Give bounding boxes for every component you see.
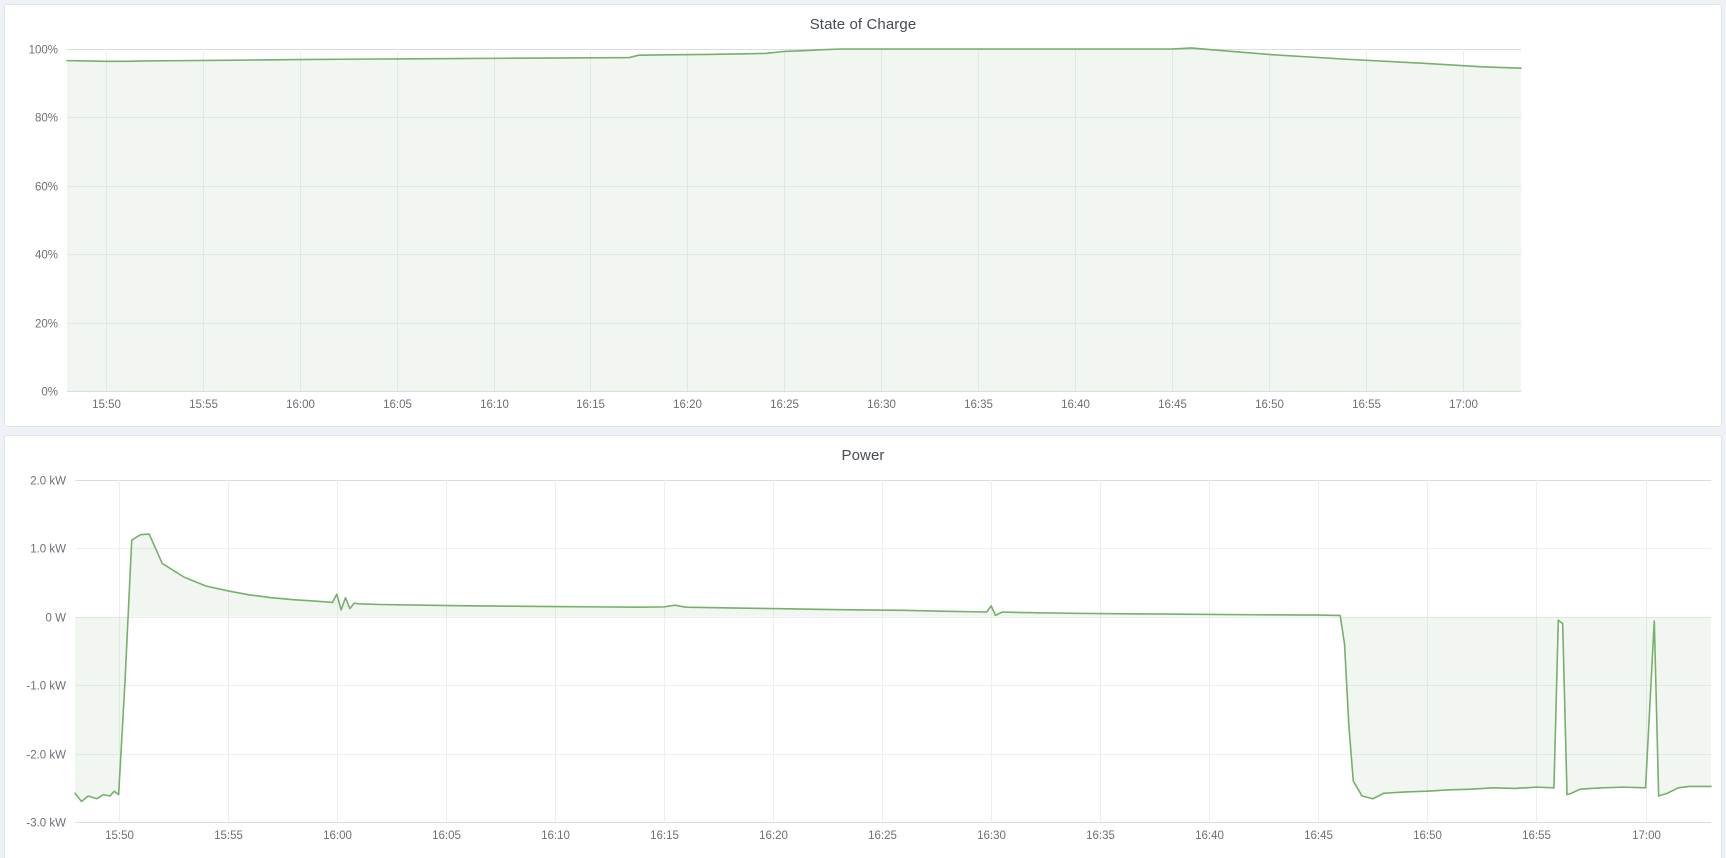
y-tick-label: 20% [35,319,58,331]
y-tick-label: 0% [41,387,58,399]
x-tick-label: 16:05 [432,830,461,842]
x-tick-label: 16:05 [383,399,412,411]
x-tick-label: 16:10 [480,399,509,411]
chart-svg-power[interactable]: -3.0 kW -2.0 kW -1.0 kW 0 W 1.0 kW 2.0 kW 15:5… [5,470,1721,858]
x-tick-label: 15:50 [105,830,134,842]
x-tick-label: 15:55 [214,830,243,842]
x-tick-label: 17:00 [1449,399,1478,411]
x-tick-label: 15:55 [189,399,218,411]
y-tick-label: 0 W [46,613,67,625]
x-tick-label: 16:50 [1255,399,1284,411]
y-tick-label: -2.0 kW [26,750,66,762]
x-tick-label: 16:20 [759,830,788,842]
y-tick-label: 100% [29,45,58,57]
x-tick-label: 16:30 [867,399,896,411]
y-tick-label: 40% [35,250,58,262]
x-tick-label: 16:50 [1413,830,1442,842]
y-tick-label: -3.0 kW [26,818,66,830]
x-tick-label: 16:25 [868,830,897,842]
y-tick-label: -1.0 kW [26,681,66,693]
x-tick-label: 16:15 [650,830,679,842]
x-tick-label: 17:00 [1632,830,1661,842]
x-tick-label: 16:25 [770,399,799,411]
x-tick-label: 16:00 [286,399,315,411]
series-line [74,533,1712,803]
x-tick-label: 16:45 [1158,399,1187,411]
y-tick-label: 80% [35,113,58,125]
x-tick-label: 16:55 [1522,830,1551,842]
x-tick-label: 16:40 [1061,399,1090,411]
x-tick-label: 16:35 [964,399,993,411]
x-tick-label: 16:55 [1352,399,1381,411]
x-tick-label: 16:10 [541,830,570,842]
panel-state-of-charge: State of Charge 0% 20% 40% 60% 80% 100% 15:50 1… [4,4,1722,427]
chart-svg-state-of-charge[interactable]: 0% 20% 40% 60% 80% 100% 15:50 15:55 16:00 16:05 16… [5,39,1721,427]
y-tick-label: 1.0 kW [30,544,66,556]
panel-title-power: Power [841,447,885,464]
x-tick-label: 16:40 [1195,830,1224,842]
series-area [67,47,1521,391]
y-tick-label: 60% [35,182,58,194]
chart-state-of-charge[interactable]: 0% 20% 40% 60% 80% 100% 15:50 15:55 16:00 16:05 16… [5,39,1721,426]
x-tick-label: 16:00 [323,830,352,842]
x-tick-label: 16:30 [977,830,1006,842]
x-tick-label: 15:50 [92,399,121,411]
x-tick-label: 16:20 [673,399,702,411]
panel-power: Power -3.0 kW -2.0 kW -1.0 kW 0 W 1.0 kW 2.0 … [4,435,1722,858]
x-tick-label: 16:15 [576,399,605,411]
x-tick-label: 16:35 [1086,830,1115,842]
series-area [75,534,1711,802]
y-tick-label: 2.0 kW [30,476,66,488]
x-tick-label: 16:45 [1304,830,1333,842]
panel-title-state-of-charge: State of Charge [809,16,917,33]
series-line [66,47,1522,69]
chart-power[interactable]: -3.0 kW -2.0 kW -1.0 kW 0 W 1.0 kW 2.0 kW 15:5… [5,470,1721,858]
